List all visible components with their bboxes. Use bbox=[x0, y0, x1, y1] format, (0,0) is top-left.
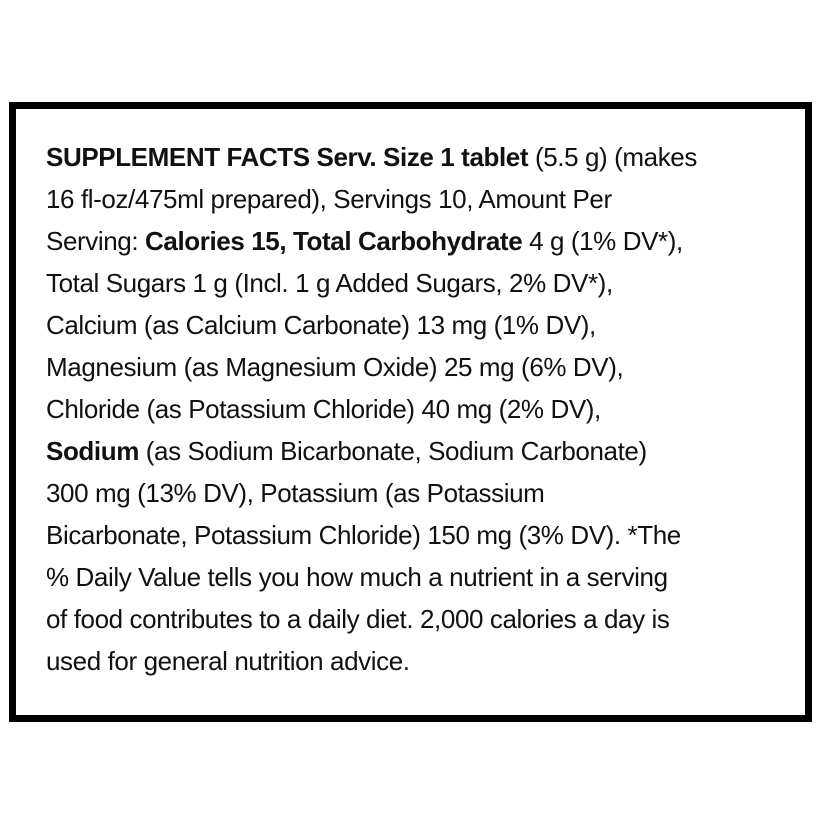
label-text-segment: Calcium (as Calcium Carbonate) 13 mg (1%… bbox=[46, 310, 596, 340]
label-line: Magnesium (as Magnesium Oxide) 25 mg (6%… bbox=[46, 346, 777, 388]
label-text-segment: 4 g (1% DV*), bbox=[522, 226, 683, 256]
label-text-segment: 16 fl-oz/475ml prepared), Servings 10, A… bbox=[46, 184, 612, 214]
label-line: Bicarbonate, Potassium Chloride) 150 mg … bbox=[46, 514, 777, 556]
label-line: Sodium (as Sodium Bicarbonate, Sodium Ca… bbox=[46, 430, 777, 472]
label-line: Serving: Calories 15, Total Carbohydrate… bbox=[46, 220, 777, 262]
label-text-segment: Serving: bbox=[46, 226, 146, 256]
supplement-facts-heading: SUPPLEMENT FACTS Serv. Size 1 tablet bbox=[46, 142, 529, 172]
label-text-segment: 300 mg (13% DV), Potassium (as Potassium bbox=[46, 478, 545, 508]
supplement-facts-box: SUPPLEMENT FACTS Serv. Size 1 tablet (5.… bbox=[9, 102, 812, 722]
label-text-segment: Chloride (as Potassium Chloride) 40 mg (… bbox=[46, 394, 601, 424]
label-line: Chloride (as Potassium Chloride) 40 mg (… bbox=[46, 388, 777, 430]
label-line: used for general nutrition advice. bbox=[46, 640, 777, 682]
label-line: Total Sugars 1 g (Incl. 1 g Added Sugars… bbox=[46, 262, 777, 304]
sodium-heading: Sodium bbox=[46, 436, 139, 466]
label-text-segment: % Daily Value tells you how much a nutri… bbox=[46, 562, 668, 592]
label-line: % Daily Value tells you how much a nutri… bbox=[46, 556, 777, 598]
label-line: SUPPLEMENT FACTS Serv. Size 1 tablet (5.… bbox=[46, 136, 777, 178]
label-text-segment: of food contributes to a daily diet. 2,0… bbox=[46, 604, 670, 634]
label-text-segment: Total Sugars 1 g (Incl. 1 g Added Sugars… bbox=[46, 268, 613, 298]
label-line: Calcium (as Calcium Carbonate) 13 mg (1%… bbox=[46, 304, 777, 346]
calories-carbohydrate-heading: Calories 15, Total Carbohydrate bbox=[145, 226, 523, 256]
label-text-segment: Magnesium (as Magnesium Oxide) 25 mg (6%… bbox=[46, 352, 624, 382]
label-text-segment: (as Sodium Bicarbonate, Sodium Carbonate… bbox=[138, 436, 647, 466]
label-line: of food contributes to a daily diet. 2,0… bbox=[46, 598, 777, 640]
label-text-segment: used for general nutrition advice. bbox=[46, 646, 410, 676]
label-text-segment: Bicarbonate, Potassium Chloride) 150 mg … bbox=[46, 520, 681, 550]
label-line: 300 mg (13% DV), Potassium (as Potassium bbox=[46, 472, 777, 514]
label-line: 16 fl-oz/475ml prepared), Servings 10, A… bbox=[46, 178, 777, 220]
label-text-segment: (5.5 g) (makes bbox=[528, 142, 697, 172]
